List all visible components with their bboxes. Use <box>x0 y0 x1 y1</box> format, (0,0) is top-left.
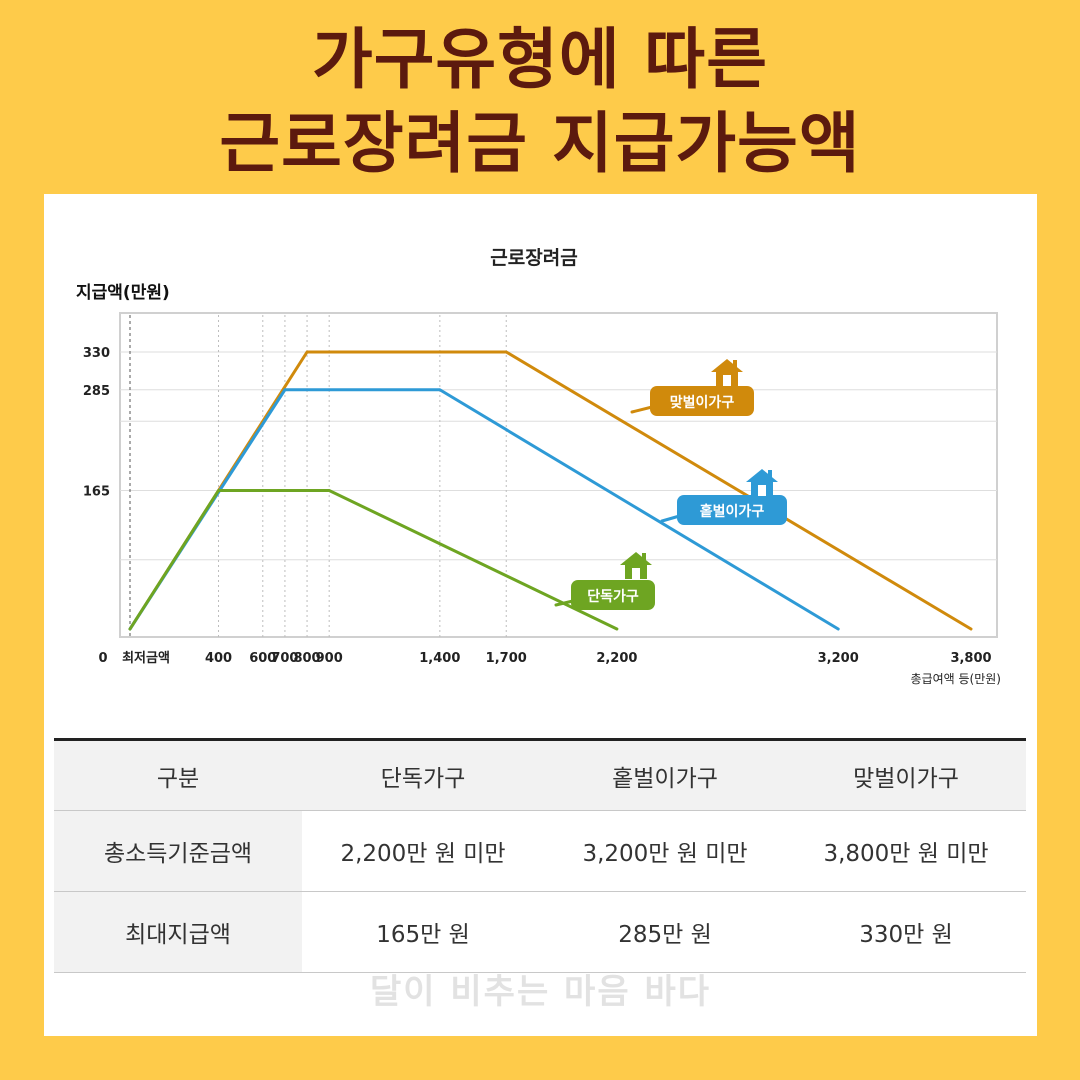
table-cell: 3,800만 원 미만 <box>786 810 1026 892</box>
house-chimney <box>733 360 737 368</box>
table-cell: 3,200만 원 미만 <box>544 810 786 892</box>
row-label: 총소득기준금액 <box>54 810 302 892</box>
series-label-single_earner: 홑벌이가구 <box>660 469 787 525</box>
x-tick-label: 3,800 <box>950 651 991 666</box>
table-header: 단독가구 <box>302 738 544 811</box>
label-text: 홑벌이가구 <box>700 503 765 520</box>
label-badge <box>677 495 787 525</box>
x-tick-label: 600 <box>249 651 276 666</box>
table-cell: 330만 원 <box>786 891 1026 973</box>
x-tick-label: 1,700 <box>486 651 527 666</box>
house-door <box>758 485 766 496</box>
y-tick-label: 165 <box>83 485 110 500</box>
x-min-label: 최저금액 <box>122 651 170 666</box>
x-tick-label: 400 <box>205 651 232 666</box>
y-axis-label: 지급액(만원) <box>76 283 170 303</box>
plot-frame <box>119 312 998 638</box>
house-door <box>632 568 640 579</box>
income-table: 구분 단독가구 홑벌이가구 맞벌이가구 총소득기준금액 2,200만 원 미만 … <box>54 738 1026 973</box>
x-tick-label: 800 <box>293 651 320 666</box>
y-tick-label: 330 <box>83 346 110 361</box>
headline-line-2: 근로장려금 지급가능액 <box>219 105 861 182</box>
headline: 가구유형에 따른 근로장려금 지급가능액 <box>0 18 1080 186</box>
x-zero-label: 0 <box>98 651 107 666</box>
label-text: 맞벌이가구 <box>670 394 735 411</box>
x-tick-label: 2,200 <box>596 651 637 666</box>
house-chimney <box>768 470 772 478</box>
label-text: 단독가구 <box>587 588 639 605</box>
house-door <box>723 375 731 386</box>
series-label-single: 단독가구 <box>554 552 655 610</box>
watermark: 달이 비추는 마음 바다 <box>369 972 712 1012</box>
table-header: 맞벌이가구 <box>786 738 1026 811</box>
house-icon <box>711 359 743 386</box>
table-cell: 2,200만 원 미만 <box>302 810 544 892</box>
table-header: 구분 <box>54 738 302 811</box>
content-card: 근로장려금 지급액(만원) 총급여액 등(만원) 0 최저금액 165 285 33… <box>44 194 1037 1036</box>
x-tick-label: 3,200 <box>818 651 859 666</box>
house-roof <box>711 359 743 372</box>
row-label: 최대지급액 <box>54 891 302 973</box>
y-tick-label: 285 <box>83 384 110 399</box>
x-tick-label: 700 <box>271 651 298 666</box>
headline-line-1: 가구유형에 따른 <box>311 21 769 98</box>
series-line-single <box>128 489 619 631</box>
house-icon <box>620 552 652 579</box>
label-badge <box>650 386 754 416</box>
x-tick-label: 900 <box>316 651 343 666</box>
table-row: 총소득기준금액 2,200만 원 미만 3,200만 원 미만 3,800만 원… <box>54 810 1026 892</box>
x-axis-label: 총급여액 등(만원) <box>911 672 1001 686</box>
table-cell: 285만 원 <box>544 891 786 973</box>
chart-title: 근로장려금 <box>490 247 577 269</box>
table-header: 홑벌이가구 <box>544 738 786 811</box>
table-header-row: 구분 단독가구 홑벌이가구 맞벌이가구 <box>54 738 1026 811</box>
house-icon <box>746 469 778 496</box>
x-tick-label: 1,400 <box>419 651 460 666</box>
house-chimney <box>642 553 646 561</box>
table-cell: 165만 원 <box>302 891 544 973</box>
house-roof <box>746 469 778 482</box>
house-roof <box>620 552 652 565</box>
series-label-dual_earner: 맞벌이가구 <box>630 359 754 416</box>
label-badge <box>571 580 655 610</box>
income-chart: 근로장려금 지급액(만원) 총급여액 등(만원) 0 최저금액 165 285 33… <box>76 247 1001 686</box>
table-row: 최대지급액 165만 원 285만 원 330만 원 <box>54 891 1026 973</box>
